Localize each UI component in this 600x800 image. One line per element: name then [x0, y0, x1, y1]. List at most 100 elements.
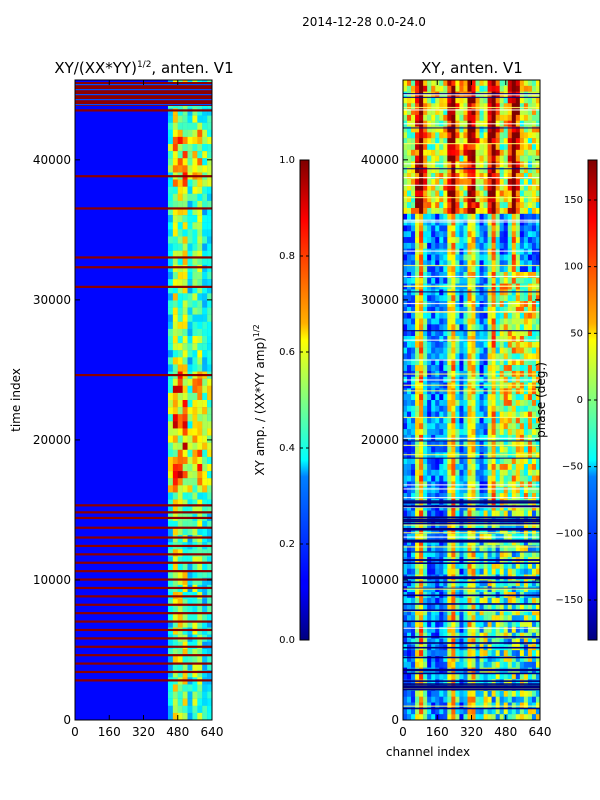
phase-cell	[483, 254, 488, 261]
phase-cell	[471, 324, 476, 331]
phase-cell	[531, 103, 537, 110]
phase-cell	[471, 510, 476, 517]
phase-cell	[435, 295, 440, 302]
phase-cell	[495, 306, 500, 313]
amp-cell	[187, 556, 193, 564]
phase-cell	[503, 365, 508, 372]
flagged-block-gap	[75, 99, 212, 101]
phase-streak	[403, 440, 540, 442]
phase-cell	[499, 184, 504, 191]
phase-cell	[411, 161, 416, 168]
phase-cell	[483, 318, 488, 325]
phase-cell	[527, 173, 533, 180]
phase-cell	[503, 446, 508, 453]
phase-cell	[507, 702, 512, 709]
amp-cell	[202, 456, 208, 465]
phase-cell	[515, 603, 521, 610]
amp-cell	[177, 421, 183, 429]
phase-cell	[443, 609, 448, 616]
amp-cell	[172, 421, 178, 429]
phase-cell	[443, 109, 448, 116]
phase-cell	[495, 626, 500, 633]
phase-cell	[435, 452, 440, 459]
phase-cell	[499, 458, 504, 465]
phase-cell	[523, 184, 529, 191]
phase-cell	[451, 277, 456, 284]
amp-cell	[192, 656, 198, 664]
phase-cell	[487, 417, 492, 424]
phase-cell	[531, 260, 537, 267]
phase-cell	[487, 109, 492, 116]
phase-cell	[499, 144, 504, 151]
phase-cell	[527, 446, 533, 453]
phase-cell	[483, 673, 488, 680]
phase-cell	[511, 650, 517, 657]
phase-cell	[407, 650, 412, 657]
phase-cell	[447, 161, 452, 168]
phase-cell	[531, 277, 537, 284]
phase-cell	[447, 266, 452, 273]
phase-cell	[519, 132, 525, 139]
amp-cell	[177, 620, 183, 628]
phase-cell	[503, 708, 508, 715]
phase-cell	[423, 312, 428, 319]
phase-cell	[427, 126, 432, 133]
phase-cell	[403, 673, 408, 680]
phase-cell	[495, 475, 500, 482]
phase-cell	[451, 679, 456, 686]
phase-cell	[499, 609, 504, 616]
phase-cell	[511, 423, 517, 430]
phase-cell	[455, 289, 460, 296]
phase-cell	[531, 498, 537, 505]
phase-cell	[527, 144, 533, 151]
phase-cell	[435, 330, 440, 337]
phase-cell	[467, 109, 472, 116]
phase-cell	[419, 184, 424, 191]
phase-cell	[419, 242, 424, 249]
phase-cell	[435, 242, 440, 249]
phase-cell	[467, 580, 472, 587]
amp-cell	[202, 606, 208, 614]
phase-cell	[423, 231, 428, 238]
amp-cell	[182, 400, 188, 408]
phase-cell	[483, 312, 488, 319]
phase-cell	[535, 411, 540, 418]
phase-cell	[499, 469, 504, 476]
phase-cell	[407, 464, 412, 471]
phase-cell	[455, 673, 460, 680]
phase-cell	[459, 545, 464, 552]
phase-cell	[431, 528, 436, 535]
amp-cell	[177, 535, 183, 543]
phase-cell	[523, 603, 529, 610]
phase-cell	[475, 202, 480, 209]
phase-cell	[467, 219, 472, 226]
phase-cell	[415, 708, 420, 715]
phase-cell	[455, 615, 460, 622]
phase-cell	[427, 498, 432, 505]
phase-cell	[535, 184, 540, 191]
phase-cell	[471, 452, 476, 459]
amp-cell	[187, 193, 193, 202]
phase-cell	[435, 272, 440, 279]
phase-cell	[503, 615, 508, 622]
phase-cell	[447, 423, 452, 430]
phase-cell	[503, 167, 508, 174]
phase-cell	[423, 266, 428, 273]
phase-cell	[471, 347, 476, 354]
amp-cell	[187, 577, 193, 586]
phase-cell	[503, 411, 508, 418]
phase-cell	[439, 708, 444, 715]
phase-streak	[403, 221, 540, 223]
amp-cell	[202, 670, 208, 678]
phase-cell	[531, 493, 537, 500]
phase-cell	[511, 138, 517, 145]
phase-cell	[499, 178, 504, 185]
phase-cell	[495, 656, 500, 663]
amp-cell	[197, 144, 203, 152]
amp-cell	[172, 357, 178, 365]
amp-cell	[192, 663, 198, 671]
amp-cell	[177, 549, 183, 557]
phase-streak	[403, 488, 540, 490]
phase-cell	[427, 469, 432, 476]
phase-cell	[455, 562, 460, 569]
